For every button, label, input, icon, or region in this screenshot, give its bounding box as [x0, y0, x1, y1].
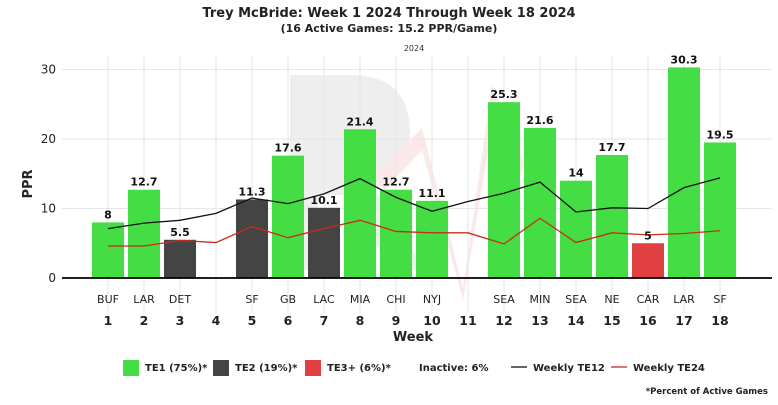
bar-week-3: [164, 239, 196, 278]
bar-week-1: [92, 222, 124, 278]
week-tick-label: 5: [248, 313, 257, 328]
value-label-week-7: 10.1: [310, 194, 337, 207]
legend-swatch-te2: [213, 360, 229, 376]
x-axis-label: Week: [393, 330, 434, 345]
y-axis-label: PPR: [21, 169, 36, 198]
week-tick-label: 6: [284, 313, 293, 328]
footnote: *Percent of Active Games: [646, 387, 768, 397]
value-label-week-13: 21.6: [526, 114, 553, 127]
opponent-label: CHI: [386, 293, 405, 306]
y-axis-ticks: 0 10 20 30: [41, 63, 56, 286]
week-tick-label: 8: [356, 313, 365, 328]
opponent-label: LAR: [133, 293, 155, 306]
value-label-week-1: 8: [104, 208, 112, 221]
value-label-week-6: 17.6: [274, 142, 301, 155]
legend: TE1 (75%)* TE2 (19%)* TE3+ (6%)* Inactiv…: [123, 360, 705, 376]
value-label-week-15: 17.7: [598, 141, 625, 154]
opponent-label: MIN: [530, 293, 551, 306]
season-label: 2024: [404, 44, 424, 53]
legend-swatch-te1: [123, 360, 139, 376]
benchmark-lines: [107, 177, 721, 247]
opponent-label: LAC: [313, 293, 335, 306]
week-tick-label: 1: [104, 313, 113, 328]
value-labels: 8 12.7 5.5 11.3 17.6 10.1 21.4 12.7 11.1 25.3 21.6…: [104, 53, 733, 242]
value-label-week-18: 19.5: [706, 128, 733, 141]
week-tick-label: 15: [603, 313, 620, 328]
bars: [92, 67, 736, 278]
week-tick-label: 18: [711, 313, 728, 328]
line-weekly-te24: [108, 217, 721, 247]
y-tick-label: 0: [48, 271, 56, 285]
legend-swatch-te3: [305, 360, 321, 376]
bar-week-9: [380, 189, 412, 278]
value-label-week-3: 5.5: [170, 226, 190, 239]
y-tick-label: 30: [41, 63, 56, 77]
week-tick-label: 2: [140, 313, 149, 328]
legend-label-te12: Weekly TE12: [533, 363, 605, 374]
opponent-label: SEA: [493, 293, 515, 306]
bar-week-14: [560, 180, 592, 278]
week-tick-label: 4: [212, 313, 221, 328]
opponent-label: MIA: [350, 293, 371, 306]
bar-week-15: [596, 154, 628, 278]
opponent-label: NYJ: [423, 293, 441, 306]
opponent-label: CAR: [637, 293, 660, 306]
legend-label-te1: TE1 (75%)*: [145, 363, 208, 374]
value-label-week-8: 21.4: [346, 115, 373, 128]
opponent-label: DET: [169, 293, 191, 306]
opponent-label: SF: [245, 293, 258, 306]
bar-week-13: [524, 127, 556, 278]
opponent-label: BUF: [97, 293, 119, 306]
chart-title: Trey McBride: Week 1 2024 Through Week 1…: [202, 6, 575, 21]
chart-subtitle: (16 Active Games: 15.2 PPR/Game): [281, 22, 498, 35]
bar-week-5: [236, 199, 268, 278]
opponent-label: SF: [713, 293, 726, 306]
value-label-week-5: 11.3: [238, 185, 265, 198]
y-tick-label: 20: [41, 132, 56, 146]
week-tick-label: 16: [639, 313, 657, 328]
bar-week-16: [632, 243, 664, 278]
bar-week-2: [128, 189, 160, 278]
value-label-week-14: 14: [568, 167, 584, 180]
legend-label-te24: Weekly TE24: [633, 363, 705, 374]
week-tick-label: 9: [392, 313, 401, 328]
legend-label-te2: TE2 (19%)*: [235, 363, 298, 374]
value-label-week-2: 12.7: [130, 176, 157, 189]
y-tick-label: 10: [41, 202, 56, 216]
week-tick-label: 12: [495, 313, 512, 328]
week-tick-label: 3: [176, 313, 185, 328]
legend-label-te3: TE3+ (6%)*: [327, 363, 392, 374]
legend-inactive: Inactive: 6%: [419, 363, 488, 374]
x-axis-ticks: BUF 1 LAR 2 DET 3 4 SF 5 GB 6 LAC 7 MIA 8 CHI 9 NYJ 10 11 SE…: [97, 293, 729, 328]
week-tick-label: 7: [320, 313, 329, 328]
opponent-label: SEA: [565, 293, 587, 306]
week-tick-label: 13: [531, 313, 548, 328]
week-tick-label: 14: [567, 313, 585, 328]
value-label-week-12: 25.3: [490, 88, 517, 101]
bar-week-7: [308, 207, 340, 278]
bar-week-18: [704, 142, 736, 278]
value-label-week-10: 11.1: [418, 187, 445, 200]
opponent-label: GB: [280, 293, 296, 306]
bar-week-10: [416, 200, 448, 278]
value-label-week-17: 30.3: [670, 53, 697, 66]
bar-week-6: [272, 155, 304, 278]
bar-week-8: [344, 129, 376, 278]
week-tick-label: 10: [423, 313, 441, 328]
value-label-week-16: 5: [644, 229, 652, 242]
bar-week-17: [668, 67, 700, 278]
week-tick-label: 17: [675, 313, 692, 328]
opponent-label: NE: [604, 293, 619, 306]
week-tick-label: 11: [459, 313, 476, 328]
opponent-label: LAR: [673, 293, 695, 306]
line-weekly-te12: [107, 177, 721, 230]
value-label-week-9: 12.7: [382, 176, 409, 189]
